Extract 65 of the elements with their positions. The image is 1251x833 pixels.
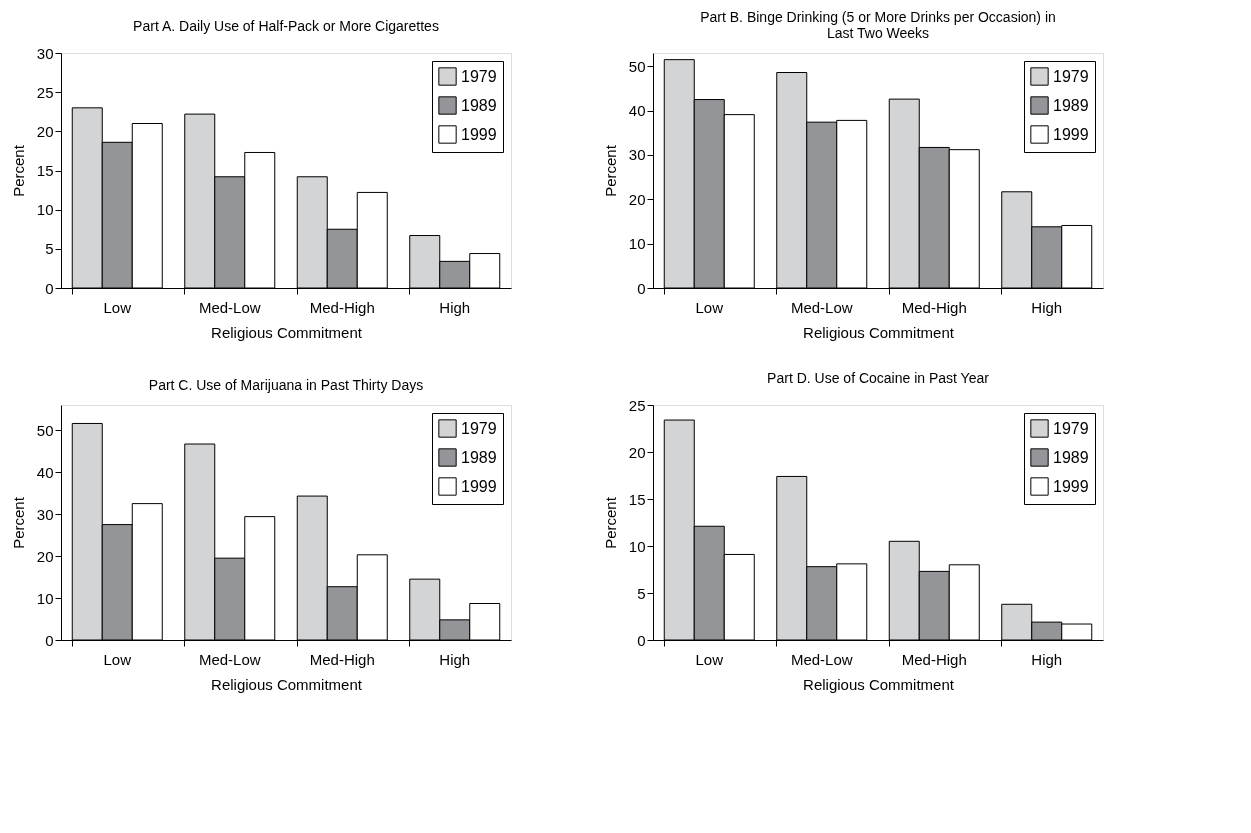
y-tick-label: 20 bbox=[36, 547, 54, 565]
y-tick-label: 10 bbox=[36, 589, 54, 607]
legend-label: 1979 bbox=[1053, 67, 1089, 85]
y-tick-label: 30 bbox=[36, 505, 54, 523]
y-tick-label: 10 bbox=[36, 201, 54, 219]
y-tick-label: 40 bbox=[628, 102, 646, 120]
x-tick-label: Med-Low bbox=[790, 650, 853, 668]
x-tick-label: Low bbox=[695, 298, 724, 316]
legend-label: 1989 bbox=[461, 96, 497, 114]
x-tick-label: Med-Low bbox=[198, 298, 261, 316]
y-axis-title: Percent bbox=[601, 496, 619, 549]
x-tick-label: Low bbox=[103, 650, 132, 668]
legend-label: 1989 bbox=[1053, 96, 1089, 114]
x-tick-label: Med-Low bbox=[790, 298, 853, 316]
legend-label: 1999 bbox=[461, 477, 497, 495]
x-tick-label: High bbox=[439, 650, 471, 668]
x-tick-label: Med-High bbox=[309, 298, 375, 316]
legend-label: 1979 bbox=[1053, 419, 1089, 437]
y-tick-label: 40 bbox=[36, 463, 54, 481]
x-tick-label: Med-Low bbox=[198, 650, 261, 668]
y-tick-label: 15 bbox=[36, 162, 54, 179]
legend-label: 1999 bbox=[1053, 125, 1089, 143]
x-axis-title: Religious Commitment bbox=[211, 675, 363, 693]
y-tick-label: 20 bbox=[36, 122, 54, 140]
y-tick-label: 0 bbox=[45, 279, 54, 297]
y-tick-label: 10 bbox=[628, 235, 646, 253]
y-tick-label: 0 bbox=[637, 631, 646, 649]
chart-title: Part A. Daily Use of Half-Pack or More Cigarettes bbox=[133, 18, 439, 34]
y-tick-label: 20 bbox=[628, 190, 646, 208]
legend-label: 1989 bbox=[461, 448, 497, 466]
x-axis-title: Religious Commitment bbox=[803, 675, 955, 693]
chart-title: Part C. Use of Marijuana in Past Thirty Days bbox=[148, 377, 424, 393]
y-tick-label: 0 bbox=[45, 631, 54, 649]
y-tick-label: 20 bbox=[628, 443, 646, 461]
y-axis-title: Percent bbox=[9, 496, 27, 549]
legend-label: 1979 bbox=[461, 67, 497, 85]
x-tick-label: High bbox=[1031, 650, 1063, 668]
legend-label: 1979 bbox=[461, 419, 497, 437]
y-tick-label: 15 bbox=[628, 490, 646, 508]
x-axis-title: Religious Commitment bbox=[803, 323, 955, 341]
y-tick-label: 50 bbox=[628, 57, 646, 75]
y-tick-label: 30 bbox=[36, 44, 54, 62]
x-tick-label: Low bbox=[103, 298, 132, 316]
x-tick-label: High bbox=[1031, 298, 1063, 316]
chart-title: Part D. Use of Cocaine in Past Year bbox=[767, 370, 990, 386]
y-tick-label: 25 bbox=[628, 396, 646, 414]
x-tick-label: Low bbox=[695, 650, 724, 668]
y-axis-title: Percent bbox=[9, 144, 27, 197]
chart-title: Part B. Binge Drinking (5 or More Drinks per Occasion) in Last Two Weeks bbox=[700, 9, 1056, 41]
y-tick-label: 10 bbox=[628, 537, 646, 555]
y-tick-label: 5 bbox=[45, 240, 54, 258]
y-tick-label: 30 bbox=[628, 146, 646, 164]
legend-label: 1989 bbox=[1053, 448, 1089, 466]
y-tick-label: 5 bbox=[637, 584, 646, 602]
y-axis-title: Percent bbox=[601, 144, 619, 197]
x-axis-title: Religious Commitment bbox=[211, 323, 363, 341]
legend-label: 1999 bbox=[461, 125, 497, 143]
legend-label: 1999 bbox=[1053, 477, 1089, 495]
x-tick-label: Med-High bbox=[901, 298, 967, 316]
x-tick-label: Med-High bbox=[901, 650, 967, 668]
x-tick-label: Med-High bbox=[309, 650, 375, 668]
y-tick-label: 50 bbox=[36, 421, 54, 439]
y-tick-label: 25 bbox=[36, 83, 54, 101]
y-tick-label: 0 bbox=[637, 279, 646, 297]
x-tick-label: High bbox=[439, 298, 471, 316]
